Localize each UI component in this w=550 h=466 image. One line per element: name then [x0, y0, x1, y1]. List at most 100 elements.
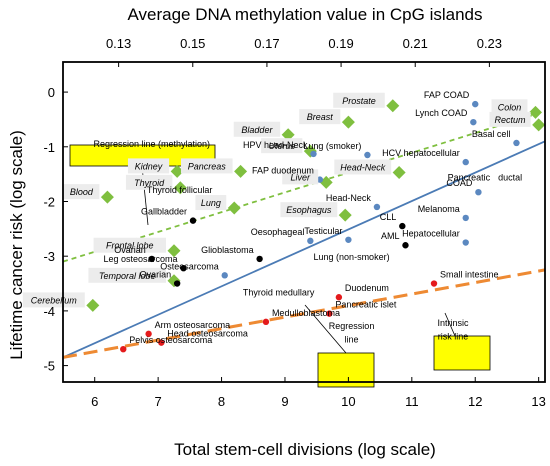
black-point [399, 222, 406, 230]
methylation-point [227, 201, 241, 215]
stem-cell-point [513, 139, 520, 147]
extra-label: Thyroid medullary [243, 288, 315, 298]
stem-cell-point-label: Basal cell [472, 129, 511, 139]
stem-cell-point [221, 272, 228, 279]
top-tick-label: 0.17 [254, 36, 279, 51]
red-point-label: Pancreatic islet [335, 300, 397, 310]
methylation-point-label: Blood [70, 187, 94, 197]
stem-cell-point [373, 203, 381, 211]
stem-cell-point [472, 100, 479, 108]
methylation-label-bg [333, 92, 385, 108]
methylation-point [170, 164, 184, 178]
methylation-point-label: Frontal lobe [106, 241, 154, 251]
stem-cell-point [364, 151, 371, 159]
top-axis-title: Average DNA methylation value in CpG isl… [128, 5, 483, 24]
methylation-point-label: Kidney [135, 161, 163, 171]
intrinsic-callout-box [433, 335, 491, 371]
callout-text: Regression line (methylation) [94, 139, 211, 149]
y-tick-label: -3 [43, 249, 55, 264]
stem-cell-point [316, 176, 324, 183]
red-point [335, 294, 343, 301]
methylation-point [167, 244, 181, 258]
x-tick-label: 8 [218, 394, 225, 409]
methylation-point-label: Head-Neck [340, 162, 386, 172]
methylation-label-bg [63, 184, 100, 200]
methylation-label-bg [489, 111, 531, 127]
callout-text: Regression [329, 321, 375, 331]
methylation-label-bg [282, 169, 319, 185]
red-point [326, 310, 333, 317]
intrinsic-callout-arrow [444, 312, 456, 337]
stem-cell-point-label: Lung (smoker) [303, 141, 361, 151]
stem-cell-point [475, 188, 482, 196]
stem-cell-point-label: Melanoma [418, 204, 460, 214]
stem-cell-point-label: Oesophageal [251, 227, 305, 237]
stem-cell-point-label: FAP COAD [424, 90, 470, 100]
stem-cell-point-label: FAP duodenum [252, 166, 314, 176]
methylation-label-bg [127, 158, 170, 174]
black-point-label: Gallbladder [141, 207, 187, 217]
black-point-label: Glioblastoma [201, 245, 254, 255]
stem-cell-point [462, 158, 469, 166]
callout-text: risk line [438, 331, 469, 341]
stem-cell-point-label: Hepatocellular [402, 229, 460, 239]
methylation-point-label: Liver [290, 172, 311, 182]
black-point [189, 217, 197, 224]
black-point-label: Ovarian [140, 270, 172, 280]
methylation-point-label: Lung [201, 198, 221, 208]
methylation-point [100, 190, 114, 204]
y-tick-label: 0 [48, 85, 55, 100]
black-point-label: Leg osteosarcoma [103, 254, 177, 264]
stem-cell-point-label: COAD [446, 178, 473, 188]
stem-cell-point [462, 214, 469, 222]
methylation-point [532, 118, 546, 132]
methylation-label-bg [261, 138, 303, 154]
y-tick-label: -4 [43, 304, 55, 319]
black-point-label: Ovarian [114, 245, 146, 255]
extra-label: Lung (non-smoker) [314, 252, 390, 262]
methylation-point [173, 181, 187, 195]
stem-cell-point-label: Osteosarcoma [160, 261, 219, 271]
black-point [256, 255, 263, 263]
methylation-point [392, 165, 406, 179]
stem-cell-point-label: HCV hepatocellular [382, 148, 460, 158]
black-point [180, 265, 187, 272]
methylation-point [341, 115, 355, 129]
stem-cell-point-label: Thyroid follicular [147, 185, 213, 195]
stem-cell-point-label: Lynch COAD [415, 108, 468, 118]
callout-texts: Regression line (methylation) Regression l… [94, 139, 470, 345]
trend-lines [62, 110, 546, 359]
methylation-point-label: Bladder [241, 125, 273, 135]
methylation-label-bg [125, 174, 173, 190]
methylation-point-label: Prostate [342, 96, 376, 106]
methylation-label-bg [233, 121, 281, 137]
methylation-label-bg [195, 195, 227, 211]
methylation-point [234, 164, 248, 178]
black-point-label: CLL [380, 212, 397, 222]
stem-cell-point-label: Head-Neck [326, 193, 372, 203]
black-point [402, 242, 409, 249]
callout-text: Intrinsic [438, 318, 470, 328]
methylation-label-bg [334, 159, 392, 175]
methylation-label-bg [88, 267, 166, 283]
stem-cell-point [470, 118, 477, 126]
red-point [145, 330, 152, 338]
methylation-point [338, 208, 352, 222]
methylation-point-label: Esophagus [286, 205, 332, 215]
stem-cell-point [345, 236, 352, 243]
red-point-label: Head osteosarcoma [167, 329, 248, 339]
plot-frame [62, 61, 546, 383]
black-point [148, 255, 155, 263]
methylation-point-label: Colon [498, 102, 522, 112]
regression-line [62, 140, 546, 359]
red-point-label: Pelvis osteosarcoma [129, 335, 212, 345]
top-tick-label: 0.13 [106, 36, 131, 51]
callout-boxes [69, 144, 491, 388]
top-tick-label: 0.15 [180, 36, 205, 51]
methylation-regression-line [62, 110, 546, 263]
black-point-label: AML [381, 231, 400, 241]
methylation-point-label: Pancreas [188, 161, 227, 171]
y-axis-title: Lifetime cancer risk (log scale) [7, 130, 26, 360]
